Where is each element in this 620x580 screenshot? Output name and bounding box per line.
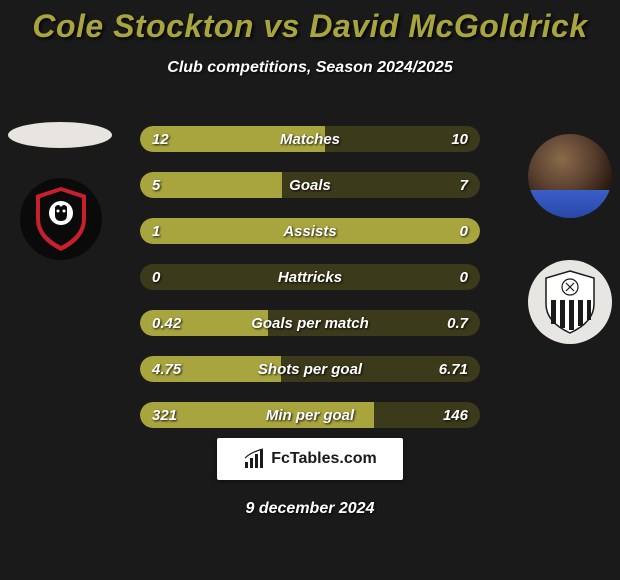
stat-value-right: 6.71 bbox=[439, 356, 468, 382]
stats-container: 12Matches105Goals71Assists00Hattricks00.… bbox=[140, 126, 480, 448]
stat-label: Goals per match bbox=[140, 310, 480, 336]
page-title: Cole Stockton vs David McGoldrick bbox=[0, 0, 620, 45]
stat-row: 4.75Shots per goal6.71 bbox=[140, 356, 480, 382]
stripes-shield-icon bbox=[543, 270, 597, 334]
stat-value-right: 0 bbox=[460, 218, 468, 244]
stat-label: Shots per goal bbox=[140, 356, 480, 382]
fctables-logo[interactable]: FcTables.com bbox=[217, 438, 403, 480]
stat-row: 1Assists0 bbox=[140, 218, 480, 244]
club-badge-right bbox=[528, 260, 612, 344]
stat-row: 321Min per goal146 bbox=[140, 402, 480, 428]
player-right-avatar bbox=[528, 134, 612, 218]
club-badge-left bbox=[20, 178, 102, 260]
stat-label: Min per goal bbox=[140, 402, 480, 428]
lion-shield-icon bbox=[32, 185, 90, 253]
chart-icon bbox=[243, 448, 265, 470]
stat-value-right: 10 bbox=[451, 126, 468, 152]
stat-label: Hattricks bbox=[140, 264, 480, 290]
player-left-avatar bbox=[8, 122, 112, 148]
subtitle: Club competitions, Season 2024/2025 bbox=[0, 59, 620, 77]
stat-value-right: 0 bbox=[460, 264, 468, 290]
stat-label: Goals bbox=[140, 172, 480, 198]
stat-value-right: 146 bbox=[443, 402, 468, 428]
stat-value-right: 0.7 bbox=[447, 310, 468, 336]
stat-row: 0.42Goals per match0.7 bbox=[140, 310, 480, 336]
date-label: 9 december 2024 bbox=[0, 500, 620, 518]
stat-row: 12Matches10 bbox=[140, 126, 480, 152]
stat-row: 0Hattricks0 bbox=[140, 264, 480, 290]
stat-label: Matches bbox=[140, 126, 480, 152]
logo-text: FcTables.com bbox=[271, 450, 377, 468]
stat-value-right: 7 bbox=[460, 172, 468, 198]
stat-label: Assists bbox=[140, 218, 480, 244]
stat-row: 5Goals7 bbox=[140, 172, 480, 198]
